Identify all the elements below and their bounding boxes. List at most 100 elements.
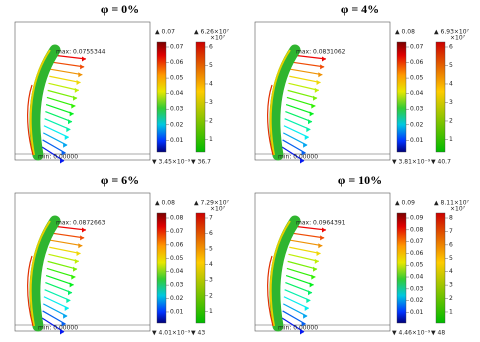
scale-tick-label: 6 <box>209 230 213 237</box>
beam-edge <box>29 49 51 156</box>
beam-edge <box>269 49 291 156</box>
scale-tick-label: 0.07 <box>410 44 424 51</box>
scale-top-label: ▲ 0.08 <box>155 200 175 207</box>
arrow-head <box>318 72 323 78</box>
arrow-head <box>60 158 64 164</box>
arrow-head <box>69 282 74 288</box>
scale-tick-label: 4 <box>449 268 453 275</box>
scale-bottom-label: ▼ 4.46×10⁻⁹ <box>392 330 431 337</box>
max-label: max: 0.0755344 <box>56 49 106 56</box>
beam <box>269 215 301 332</box>
force-arrow <box>43 296 69 310</box>
force-arrow <box>283 125 309 139</box>
scale-tick-label: 0.06 <box>170 59 184 66</box>
arrow-head <box>301 150 306 156</box>
scale-tick-label: 0.04 <box>170 268 184 275</box>
scale-top-label: ▲ 6.26×10⁷ <box>194 29 230 36</box>
arrow-head <box>80 64 85 70</box>
force-arrow <box>45 111 73 123</box>
scale-bottom-label: ▼ 3.81×10⁻⁹ <box>392 159 431 166</box>
arrow-head <box>307 290 312 296</box>
arrow-head <box>311 274 316 280</box>
arrow-head <box>314 87 319 93</box>
scale-bottom-label: ▼ 3.45×10⁻⁹ <box>152 159 191 166</box>
force-arrow <box>48 253 79 262</box>
force-arrow <box>285 274 314 286</box>
min-label: min: 0.00000 <box>278 325 318 332</box>
color-bar <box>396 212 407 324</box>
scale-tick-label: 0.07 <box>410 238 424 245</box>
scale-tick-label: 0.01 <box>170 308 184 315</box>
scale-tick-label: 7 <box>449 228 453 235</box>
arrow-head <box>63 313 68 319</box>
scale-tick-label: 0.06 <box>410 250 424 257</box>
beam-edge <box>269 220 291 327</box>
arrow-head <box>82 56 86 62</box>
color-bar <box>195 41 206 153</box>
arrow-head <box>306 127 311 133</box>
scale-tick-label: 0.02 <box>170 121 184 128</box>
color-bar <box>396 41 407 153</box>
color-bar <box>435 212 446 324</box>
min-label: min: 0.00000 <box>278 154 318 161</box>
scale-tick-label: 3 <box>449 282 453 289</box>
scale-exponent: ×10⁷ <box>450 35 466 42</box>
arrow-head <box>71 103 76 109</box>
scale-top-label: ▲ 0.09 <box>395 200 415 207</box>
arrow-head <box>74 87 79 93</box>
scale-tick-label: 1 <box>449 136 453 143</box>
arrow-head <box>311 103 316 109</box>
scale-bottom-label: ▼ 36.7 <box>191 159 211 166</box>
arrow-head <box>78 72 83 78</box>
scale-tick-label: 0.02 <box>410 121 424 128</box>
scale-tick-label: 0.06 <box>170 241 184 248</box>
force-arrow <box>290 239 323 247</box>
arrow-head <box>67 290 72 296</box>
scale-tick-label: 1 <box>209 308 213 315</box>
scale-tick-label: 0.03 <box>170 282 184 289</box>
panel-title: φ = 6% <box>101 173 139 187</box>
arrow-head <box>301 321 306 327</box>
scale-tick-label: 2 <box>209 117 213 124</box>
scale-tick-label: 2 <box>449 117 453 124</box>
scale-tick-label: 2 <box>209 292 213 299</box>
scale-tick-label: 0.01 <box>410 309 424 316</box>
force-arrow <box>44 289 71 302</box>
color-bar <box>156 212 167 324</box>
force-arrow <box>43 125 69 139</box>
scale-tick-label: 3 <box>209 99 213 106</box>
scale-tick-label: 0.04 <box>410 90 424 97</box>
force-arrow <box>281 317 305 333</box>
scale-tick-label: 3 <box>209 277 213 284</box>
arrow-head <box>300 158 304 164</box>
beam-edge <box>267 84 274 156</box>
scale-tick-label: 4 <box>449 80 453 87</box>
scale-tick-label: 0.05 <box>410 75 424 82</box>
beam-edge <box>29 220 51 327</box>
scale-top-label: ▲ 6.93×10⁷ <box>434 29 470 36</box>
arrow-head <box>63 142 68 148</box>
arrow-head <box>309 111 314 117</box>
force-arrow <box>288 253 319 262</box>
force-arrow <box>41 146 65 162</box>
scale-bottom-label: ▼ 43 <box>191 330 205 337</box>
scale-tick-label: 1 <box>449 308 453 315</box>
scale-tick-label: 2 <box>449 295 453 302</box>
force-arrow <box>47 89 78 99</box>
scale-tick-label: 3 <box>449 99 453 106</box>
scale-top-label: ▲ 7.29×10⁷ <box>194 200 230 207</box>
force-arrow <box>286 96 316 107</box>
scale-tick-label: 0.07 <box>170 228 184 235</box>
force-arrow <box>49 246 81 255</box>
panel-title: φ = 10% <box>338 173 382 187</box>
scale-tick-label: 0.04 <box>170 90 184 97</box>
scale-tick-label: 0.08 <box>410 226 424 233</box>
scale-tick-label: 7 <box>209 215 213 222</box>
arrow-head <box>300 329 304 335</box>
force-arrow <box>286 267 316 278</box>
max-label: max: 0.0964391 <box>296 220 346 227</box>
arrow-head <box>71 274 76 280</box>
arrow-head <box>61 321 66 327</box>
arrow-head <box>66 298 71 304</box>
arrow-head <box>73 266 78 272</box>
